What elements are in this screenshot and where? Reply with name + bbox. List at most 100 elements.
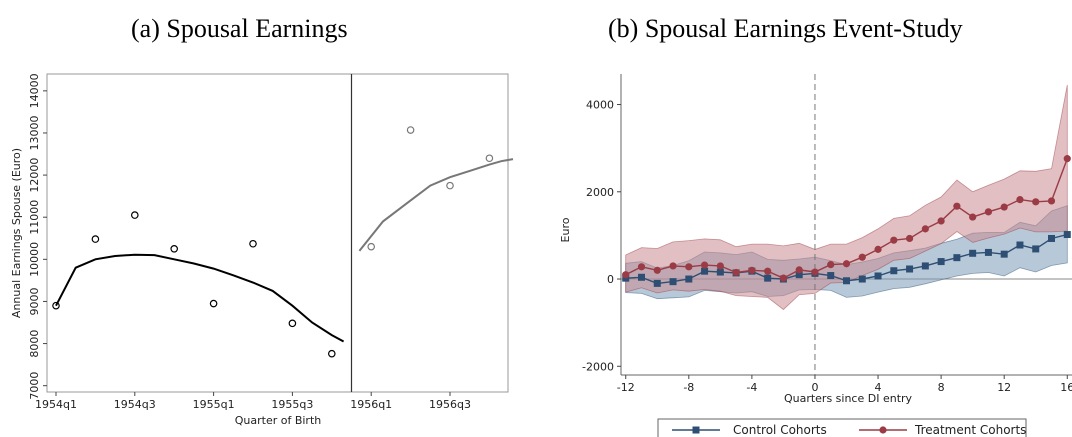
data-point (858, 275, 866, 283)
data-point (969, 249, 977, 257)
data-point (653, 279, 661, 287)
data-point (700, 261, 709, 269)
data-point (906, 265, 914, 273)
y-tick-label-a: 10000 (28, 242, 41, 277)
chart-a-title: (a) Spousal Earnings (131, 14, 348, 43)
x-axis-label-a: Quarter of Birth (235, 414, 322, 427)
data-point (732, 268, 740, 277)
data-point (1032, 245, 1040, 253)
confidence-band (625, 84, 1068, 311)
data-point (669, 278, 677, 286)
y-axis-label-a: Annual Earnings Spouse (Euro) (10, 148, 23, 318)
x-axis-label-b: Quarters since DI entry (784, 392, 913, 405)
x-tick-label-a: 1956q1 (350, 398, 392, 411)
data-point (288, 319, 297, 328)
data-point (701, 267, 709, 275)
x-tick-label-b: 16 (1060, 381, 1072, 394)
x-tick-label-b: 12 (997, 381, 1011, 394)
y-axis-label-b: Euro (559, 217, 572, 242)
x-tick-label-b: -8 (683, 381, 694, 394)
data-point (795, 271, 803, 279)
data-point (131, 211, 139, 219)
data-point (748, 266, 756, 274)
data-point (406, 126, 415, 134)
plot-frame-a (46, 73, 509, 393)
x-tick-label-a: 1954q1 (35, 398, 77, 411)
data-point (937, 258, 945, 266)
data-point (921, 225, 929, 233)
data-point (842, 260, 851, 268)
data-point (921, 262, 929, 270)
x-tick-label-a: 1955q1 (193, 398, 235, 411)
y-tick-label-b: 4000 (586, 99, 614, 112)
data-point (843, 277, 850, 285)
data-point (52, 301, 60, 310)
legend-box (657, 418, 1027, 437)
data-point (827, 261, 835, 269)
x-tick-label-a: 1956q3 (429, 398, 471, 411)
data-point (669, 262, 677, 270)
data-point (953, 202, 961, 210)
legend: Control Cohorts Treatment Cohorts (657, 418, 1027, 437)
data-point (1016, 241, 1024, 249)
data-point (1032, 198, 1040, 206)
data-point (91, 235, 100, 243)
data-point (1000, 203, 1008, 211)
data-point (874, 272, 882, 280)
data-point (984, 208, 993, 216)
y-tick-label-a: 8000 (28, 330, 41, 358)
data-point (890, 267, 898, 275)
y-tick-label-b: -2000 (582, 360, 614, 373)
data-point (653, 266, 661, 274)
data-point (795, 266, 803, 274)
panel-b: -2000 0 2000 4000 -12 -8 -4 0 4 8 12 16 Quarters sin… (559, 74, 1072, 437)
data-point (637, 263, 646, 271)
data-point (716, 268, 724, 276)
y-tick-label-b: 0 (607, 273, 614, 286)
data-point (209, 299, 218, 308)
data-point (905, 234, 914, 243)
panel-a: 7000 8000 9000 10000 11000 12000 13000 14000 195… (10, 73, 514, 427)
data-point (716, 262, 724, 270)
data-point (638, 273, 645, 281)
y-tick-label-a: 12000 (28, 158, 41, 193)
data-point (1048, 234, 1055, 242)
data-point (327, 349, 336, 358)
data-point (874, 245, 882, 253)
fit-line (358, 158, 514, 252)
data-point (937, 217, 945, 225)
y-tick-label-a: 9000 (28, 287, 41, 315)
x-tick-label-b: 4 (875, 381, 882, 394)
data-point (446, 181, 454, 190)
data-point (1047, 197, 1056, 205)
data-point (170, 244, 179, 253)
data-point (969, 213, 977, 221)
x-tick-label-a: 1955q3 (271, 398, 313, 411)
data-point (685, 263, 693, 271)
data-point (953, 254, 961, 262)
legend-label: Treatment Cohorts (914, 423, 1026, 437)
data-point (685, 275, 693, 283)
legend-marker (879, 426, 887, 434)
data-point (622, 271, 630, 279)
fit-line (55, 253, 345, 343)
y-tick-label-a: 14000 (28, 73, 41, 108)
data-point (858, 253, 866, 261)
data-point (811, 268, 819, 276)
legend-label: Control Cohorts (733, 423, 827, 437)
data-point (1063, 155, 1071, 163)
chart-b-title: (b) Spousal Earnings Event-Study (608, 14, 963, 43)
data-point (485, 154, 494, 163)
x-tick-label-a: 1954q3 (114, 398, 156, 411)
data-point (367, 242, 376, 251)
y-tick-label-b: 2000 (586, 186, 614, 199)
data-point (984, 248, 992, 256)
x-tick-label-b: -12 (617, 381, 635, 394)
y-tick-label-a: 11000 (28, 200, 41, 235)
data-point (764, 274, 772, 282)
data-point (779, 274, 788, 282)
data-point (249, 239, 257, 248)
legend-marker (692, 426, 700, 434)
x-tick-label-b: 8 (938, 381, 945, 394)
x-tick-label-b: -4 (746, 381, 757, 394)
